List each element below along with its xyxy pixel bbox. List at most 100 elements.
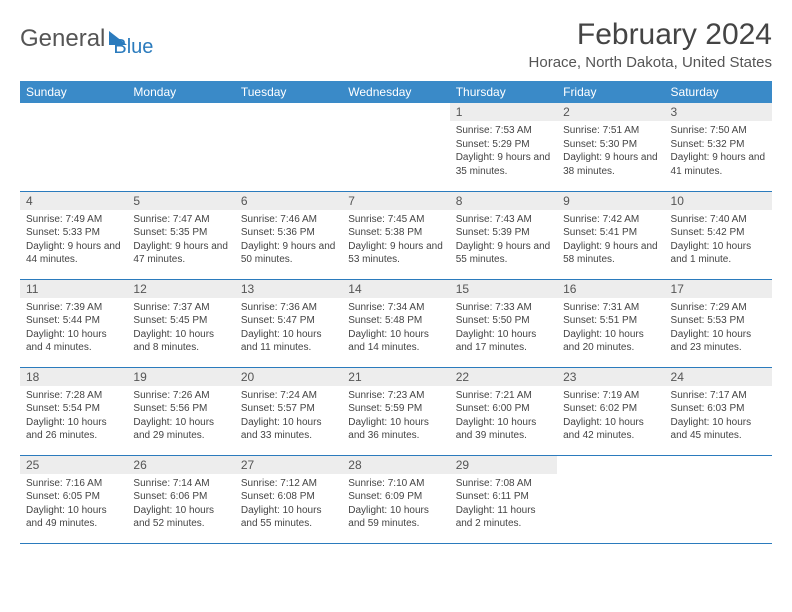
day-number: 1 — [450, 103, 557, 121]
day-header: Saturday — [665, 81, 772, 103]
day-content: Sunrise: 7:36 AMSunset: 5:47 PMDaylight:… — [235, 298, 342, 361]
logo: General Blue — [20, 18, 153, 59]
calendar-cell — [342, 103, 449, 191]
day-content: Sunrise: 7:31 AMSunset: 5:51 PMDaylight:… — [557, 298, 664, 361]
day-content: Sunrise: 7:46 AMSunset: 5:36 PMDaylight:… — [235, 210, 342, 273]
day-content: Sunrise: 7:19 AMSunset: 6:02 PMDaylight:… — [557, 386, 664, 449]
calendar-cell: 27Sunrise: 7:12 AMSunset: 6:08 PMDayligh… — [235, 455, 342, 543]
day-number: 3 — [665, 103, 772, 121]
calendar-cell: 18Sunrise: 7:28 AMSunset: 5:54 PMDayligh… — [20, 367, 127, 455]
day-header: Thursday — [450, 81, 557, 103]
day-content: Sunrise: 7:26 AMSunset: 5:56 PMDaylight:… — [127, 386, 234, 449]
day-number: 28 — [342, 456, 449, 474]
month-title: February 2024 — [529, 18, 772, 52]
calendar-week-row: 11Sunrise: 7:39 AMSunset: 5:44 PMDayligh… — [20, 279, 772, 367]
calendar-cell: 21Sunrise: 7:23 AMSunset: 5:59 PMDayligh… — [342, 367, 449, 455]
day-content: Sunrise: 7:50 AMSunset: 5:32 PMDaylight:… — [665, 121, 772, 184]
calendar-cell: 29Sunrise: 7:08 AMSunset: 6:11 PMDayligh… — [450, 455, 557, 543]
calendar-cell: 11Sunrise: 7:39 AMSunset: 5:44 PMDayligh… — [20, 279, 127, 367]
day-content: Sunrise: 7:29 AMSunset: 5:53 PMDaylight:… — [665, 298, 772, 361]
logo-text-general: General — [20, 25, 105, 53]
day-header: Monday — [127, 81, 234, 103]
day-content: Sunrise: 7:33 AMSunset: 5:50 PMDaylight:… — [450, 298, 557, 361]
logo-text-blue: Blue — [113, 36, 153, 59]
day-number: 18 — [20, 368, 127, 386]
day-number: 29 — [450, 456, 557, 474]
calendar-header-row: SundayMondayTuesdayWednesdayThursdayFrid… — [20, 81, 772, 103]
calendar-week-row: 1Sunrise: 7:53 AMSunset: 5:29 PMDaylight… — [20, 103, 772, 191]
day-content: Sunrise: 7:24 AMSunset: 5:57 PMDaylight:… — [235, 386, 342, 449]
day-number: 10 — [665, 192, 772, 210]
calendar-cell: 15Sunrise: 7:33 AMSunset: 5:50 PMDayligh… — [450, 279, 557, 367]
day-content: Sunrise: 7:23 AMSunset: 5:59 PMDaylight:… — [342, 386, 449, 449]
day-content: Sunrise: 7:14 AMSunset: 6:06 PMDaylight:… — [127, 474, 234, 537]
day-number: 26 — [127, 456, 234, 474]
calendar-cell: 6Sunrise: 7:46 AMSunset: 5:36 PMDaylight… — [235, 191, 342, 279]
calendar-cell: 2Sunrise: 7:51 AMSunset: 5:30 PMDaylight… — [557, 103, 664, 191]
day-content: Sunrise: 7:51 AMSunset: 5:30 PMDaylight:… — [557, 121, 664, 184]
day-content: Sunrise: 7:47 AMSunset: 5:35 PMDaylight:… — [127, 210, 234, 273]
calendar-week-row: 18Sunrise: 7:28 AMSunset: 5:54 PMDayligh… — [20, 367, 772, 455]
day-content: Sunrise: 7:17 AMSunset: 6:03 PMDaylight:… — [665, 386, 772, 449]
calendar-cell: 23Sunrise: 7:19 AMSunset: 6:02 PMDayligh… — [557, 367, 664, 455]
header: General Blue February 2024 Horace, North… — [20, 18, 772, 71]
calendar-week-row: 4Sunrise: 7:49 AMSunset: 5:33 PMDaylight… — [20, 191, 772, 279]
calendar-cell: 10Sunrise: 7:40 AMSunset: 5:42 PMDayligh… — [665, 191, 772, 279]
day-content: Sunrise: 7:45 AMSunset: 5:38 PMDaylight:… — [342, 210, 449, 273]
calendar-cell: 12Sunrise: 7:37 AMSunset: 5:45 PMDayligh… — [127, 279, 234, 367]
calendar-cell: 19Sunrise: 7:26 AMSunset: 5:56 PMDayligh… — [127, 367, 234, 455]
day-content: Sunrise: 7:42 AMSunset: 5:41 PMDaylight:… — [557, 210, 664, 273]
calendar-cell: 22Sunrise: 7:21 AMSunset: 6:00 PMDayligh… — [450, 367, 557, 455]
day-number: 2 — [557, 103, 664, 121]
day-content: Sunrise: 7:49 AMSunset: 5:33 PMDaylight:… — [20, 210, 127, 273]
calendar-cell: 9Sunrise: 7:42 AMSunset: 5:41 PMDaylight… — [557, 191, 664, 279]
calendar-cell — [127, 103, 234, 191]
day-number: 25 — [20, 456, 127, 474]
day-number: 5 — [127, 192, 234, 210]
day-content: Sunrise: 7:40 AMSunset: 5:42 PMDaylight:… — [665, 210, 772, 273]
day-content: Sunrise: 7:16 AMSunset: 6:05 PMDaylight:… — [20, 474, 127, 537]
day-number: 8 — [450, 192, 557, 210]
calendar-cell: 1Sunrise: 7:53 AMSunset: 5:29 PMDaylight… — [450, 103, 557, 191]
day-content: Sunrise: 7:53 AMSunset: 5:29 PMDaylight:… — [450, 121, 557, 184]
day-number: 21 — [342, 368, 449, 386]
day-content: Sunrise: 7:39 AMSunset: 5:44 PMDaylight:… — [20, 298, 127, 361]
day-number: 6 — [235, 192, 342, 210]
calendar-cell: 16Sunrise: 7:31 AMSunset: 5:51 PMDayligh… — [557, 279, 664, 367]
calendar-cell: 20Sunrise: 7:24 AMSunset: 5:57 PMDayligh… — [235, 367, 342, 455]
calendar-cell — [20, 103, 127, 191]
day-header: Sunday — [20, 81, 127, 103]
day-header: Wednesday — [342, 81, 449, 103]
calendar-cell — [665, 455, 772, 543]
day-content: Sunrise: 7:10 AMSunset: 6:09 PMDaylight:… — [342, 474, 449, 537]
day-number: 4 — [20, 192, 127, 210]
calendar-cell: 5Sunrise: 7:47 AMSunset: 5:35 PMDaylight… — [127, 191, 234, 279]
calendar-cell: 24Sunrise: 7:17 AMSunset: 6:03 PMDayligh… — [665, 367, 772, 455]
calendar-cell: 28Sunrise: 7:10 AMSunset: 6:09 PMDayligh… — [342, 455, 449, 543]
day-number: 17 — [665, 280, 772, 298]
calendar-cell: 8Sunrise: 7:43 AMSunset: 5:39 PMDaylight… — [450, 191, 557, 279]
day-number: 24 — [665, 368, 772, 386]
day-number: 12 — [127, 280, 234, 298]
day-content: Sunrise: 7:21 AMSunset: 6:00 PMDaylight:… — [450, 386, 557, 449]
day-number: 16 — [557, 280, 664, 298]
calendar-table: SundayMondayTuesdayWednesdayThursdayFrid… — [20, 81, 772, 544]
day-number: 27 — [235, 456, 342, 474]
day-header: Friday — [557, 81, 664, 103]
day-number: 22 — [450, 368, 557, 386]
day-number: 14 — [342, 280, 449, 298]
calendar-cell: 13Sunrise: 7:36 AMSunset: 5:47 PMDayligh… — [235, 279, 342, 367]
calendar-cell — [557, 455, 664, 543]
day-content: Sunrise: 7:28 AMSunset: 5:54 PMDaylight:… — [20, 386, 127, 449]
calendar-cell: 4Sunrise: 7:49 AMSunset: 5:33 PMDaylight… — [20, 191, 127, 279]
day-number: 19 — [127, 368, 234, 386]
day-header: Tuesday — [235, 81, 342, 103]
calendar-body: 1Sunrise: 7:53 AMSunset: 5:29 PMDaylight… — [20, 103, 772, 543]
day-content: Sunrise: 7:34 AMSunset: 5:48 PMDaylight:… — [342, 298, 449, 361]
calendar-cell: 26Sunrise: 7:14 AMSunset: 6:06 PMDayligh… — [127, 455, 234, 543]
day-number: 9 — [557, 192, 664, 210]
day-number: 13 — [235, 280, 342, 298]
calendar-cell: 3Sunrise: 7:50 AMSunset: 5:32 PMDaylight… — [665, 103, 772, 191]
day-number: 7 — [342, 192, 449, 210]
day-content: Sunrise: 7:37 AMSunset: 5:45 PMDaylight:… — [127, 298, 234, 361]
